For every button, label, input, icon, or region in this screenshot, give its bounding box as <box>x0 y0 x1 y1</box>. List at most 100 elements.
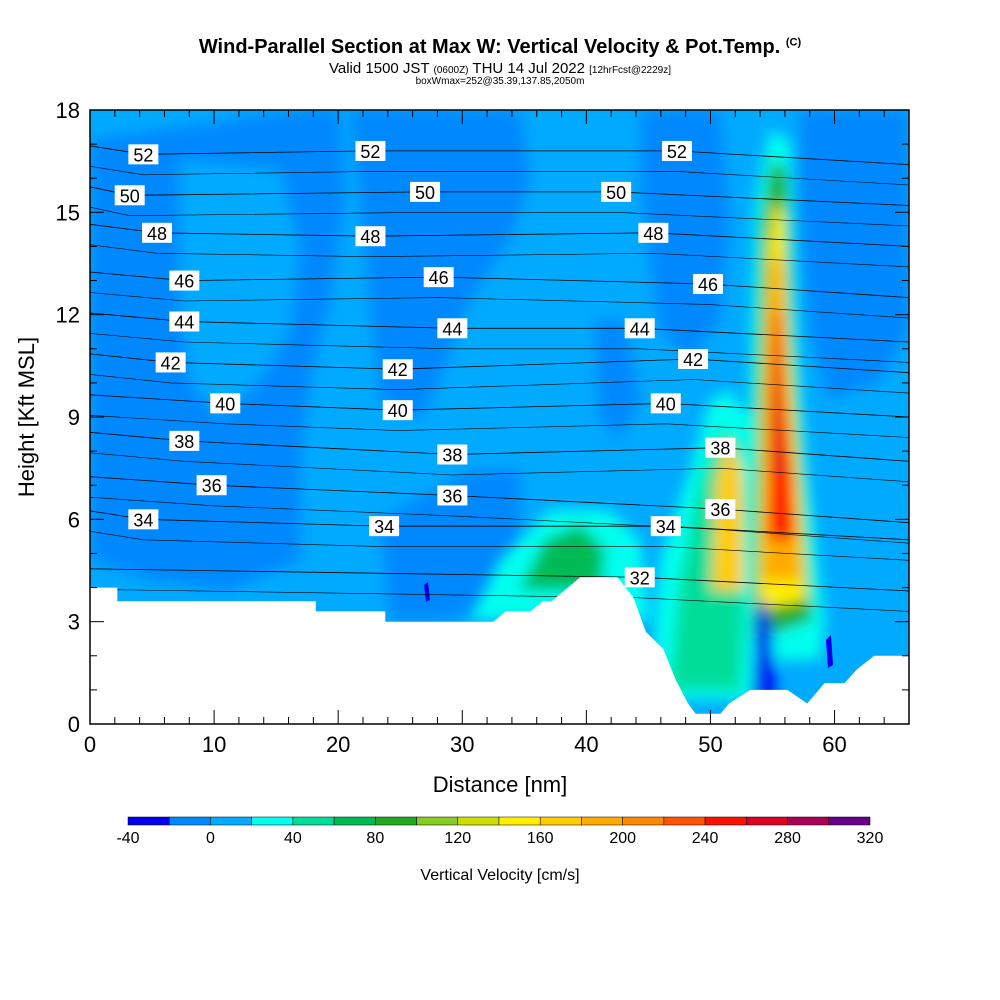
contour-label: 44 <box>442 319 462 339</box>
colorbar <box>127 816 871 826</box>
contour-label-box <box>155 352 186 373</box>
colorbar-swatch <box>168 816 211 826</box>
chart-title-text: Wind-Parallel Section at Max W: Vertical… <box>198 36 781 58</box>
theta-contour-line <box>90 452 909 483</box>
contour-label-box <box>624 318 655 339</box>
y-tick-labels: 0 3 6 9 12 15 18 <box>56 98 80 737</box>
contour-label: 44 <box>630 319 650 339</box>
contour-label: 50 <box>120 186 140 206</box>
x-tick-label: 10 <box>202 732 226 757</box>
contour-label-box <box>169 270 200 291</box>
colorbar-tick-label: 120 <box>444 830 471 847</box>
colorbar-swatch <box>127 816 170 826</box>
contour-labels: 52 52 52 50 50 50 48 48 48 46 46 46 44 44 44 42 42 42 40 40… <box>114 140 736 588</box>
colorbar-tick-label: 40 <box>284 830 302 847</box>
contour-label-box <box>382 359 413 380</box>
contour-label-box <box>437 318 468 339</box>
y-axis-label: Height [Kft MSL] <box>14 337 39 497</box>
contour-label: 40 <box>388 401 408 421</box>
x-tick-label: 30 <box>450 732 474 757</box>
small-downdraft-spot-2 <box>826 635 833 668</box>
chart-title: Wind-Parallel Section at Max W: Vertical… <box>0 36 1000 59</box>
terrain-mask <box>90 577 909 724</box>
contour-label-box <box>169 311 200 332</box>
contour-label-box <box>369 516 400 537</box>
colorbar-swatch <box>457 816 500 826</box>
colorbar-swatch <box>251 816 294 826</box>
theta-contour-line <box>90 244 909 268</box>
subtitle-forecast: [12hrFcst@2229z] <box>589 65 672 76</box>
x-tick-label: 0 <box>84 732 96 757</box>
copyright-mark: (C) <box>785 36 802 49</box>
contour-label: 52 <box>667 142 687 162</box>
x-tick-label: 20 <box>326 732 350 757</box>
theta-contour-line <box>90 166 909 186</box>
main-updraft-core <box>772 345 784 480</box>
contour-label-box <box>661 140 692 161</box>
x-tick-label: 60 <box>822 732 846 757</box>
colorbar-tick-label: 240 <box>692 830 719 847</box>
contour-label: 42 <box>161 353 181 373</box>
contour-label-box <box>705 499 736 520</box>
contour-label: 36 <box>202 476 222 496</box>
colorbar-tick-label: -40 <box>116 830 139 847</box>
contour-label-box <box>410 181 441 202</box>
contour-label-box <box>638 222 669 243</box>
contour-label-box <box>128 509 159 530</box>
colorbar-swatch <box>581 816 623 826</box>
downdraft-under-updraft <box>752 595 775 700</box>
contour-label: 32 <box>630 568 650 588</box>
contour-label: 48 <box>147 224 167 244</box>
contour-label: 34 <box>374 517 394 537</box>
theta-contour-line <box>90 589 909 612</box>
contour-label-box <box>114 185 145 206</box>
downdraft-region-mid-right <box>595 320 640 440</box>
contour-label: 36 <box>442 486 462 506</box>
contour-label-box <box>692 273 723 294</box>
contour-label-box <box>382 400 413 421</box>
colorbar-swatch <box>622 816 665 826</box>
contour-label: 40 <box>656 394 676 414</box>
contour-label: 44 <box>174 312 194 332</box>
x-axis-label: Distance [nm] <box>433 772 568 797</box>
contour-label: 46 <box>429 268 449 288</box>
colorbar-swatch <box>787 816 830 826</box>
contour-label: 38 <box>442 446 462 466</box>
colorbar-swatch <box>292 816 335 826</box>
colorbar-tick-label: 320 <box>857 830 884 847</box>
colorbar-swatch <box>416 816 459 826</box>
downdraft-region-lower <box>380 470 520 620</box>
theta-contour-line <box>90 333 909 363</box>
contour-label: 36 <box>710 500 730 520</box>
x-tick-label: 40 <box>574 732 598 757</box>
contour-label-box <box>355 140 386 161</box>
theta-contour-line <box>90 415 909 438</box>
contour-label: 52 <box>133 145 153 165</box>
downdraft-region-right <box>800 110 909 400</box>
colorbar-tick-label: 0 <box>206 830 215 847</box>
x-tick-label: 50 <box>698 732 722 757</box>
theta-contour-line <box>90 206 909 227</box>
y-tick-label: 9 <box>68 405 80 430</box>
contour-label: 50 <box>606 183 626 203</box>
contour-label-box <box>650 516 681 537</box>
colorbar-tick-label: 80 <box>366 830 384 847</box>
contour-label: 34 <box>133 510 153 530</box>
contour-label: 48 <box>360 227 380 247</box>
y-tick-label: 12 <box>56 303 80 328</box>
contour-label-box <box>650 393 681 414</box>
updraft-shallow-green <box>520 525 605 590</box>
contour-label-box <box>705 437 736 458</box>
contour-label: 50 <box>415 183 435 203</box>
contour-label-box <box>437 444 468 465</box>
contour-label-box <box>437 485 468 506</box>
chart-subtitle: Valid 1500 JST (0600Z) THU 14 Jul 2022 [… <box>0 60 1000 77</box>
contour-label-box <box>678 349 709 370</box>
subtitle-date: THU 14 Jul 2022 <box>472 60 585 77</box>
contour-label: 34 <box>656 517 676 537</box>
colorbar-swatch <box>498 816 541 826</box>
y-tick-label: 3 <box>68 610 80 635</box>
contour-label: 42 <box>683 350 703 370</box>
contour-label: 46 <box>698 275 718 295</box>
